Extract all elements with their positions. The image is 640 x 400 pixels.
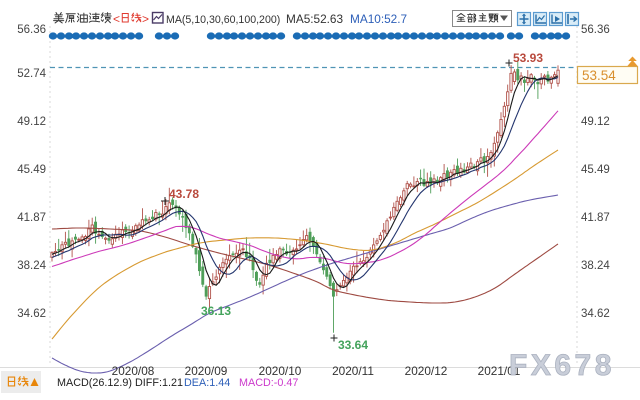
svg-text:MACD:-0.47: MACD:-0.47 [239,377,298,389]
svg-text:2020/09: 2020/09 [185,364,228,378]
svg-text:56.36: 56.36 [581,24,610,36]
svg-text:53.93: 53.93 [513,51,543,65]
svg-text:49.12: 49.12 [17,116,46,128]
svg-text:2020/08: 2020/08 [112,364,155,378]
svg-text:41.87: 41.87 [17,212,46,224]
svg-text:2020/12: 2020/12 [405,364,448,378]
svg-text:38.24: 38.24 [17,260,46,272]
svg-text:DEA:1.44: DEA:1.44 [184,377,230,389]
svg-text:36.13: 36.13 [201,304,231,318]
svg-text:FX678: FX678 [509,349,615,382]
svg-text:45.49: 45.49 [17,164,46,176]
svg-text:MA(5,10,30,60,100,200): MA(5,10,30,60,100,200) [166,14,280,26]
svg-text:MA10:52.7: MA10:52.7 [350,12,407,26]
svg-text:2020/11: 2020/11 [332,364,374,378]
svg-text:41.87: 41.87 [581,212,610,224]
svg-text:33.64: 33.64 [338,338,368,352]
svg-text:34.62: 34.62 [17,308,46,320]
svg-text:38.24: 38.24 [581,260,610,272]
svg-text:>: > [142,12,149,26]
svg-text:34.62: 34.62 [581,308,610,320]
svg-text:MA5:52.63: MA5:52.63 [286,12,343,26]
svg-text:2020/10: 2020/10 [259,364,302,378]
svg-text:MACD(26.12.9) DIFF:1.21: MACD(26.12.9) DIFF:1.21 [57,377,183,389]
svg-text:45.49: 45.49 [581,164,610,176]
svg-text:2021/01: 2021/01 [478,364,521,378]
svg-text:53.54: 53.54 [582,68,616,83]
svg-text:52.74: 52.74 [17,68,46,80]
svg-text:43.78: 43.78 [169,187,199,201]
svg-text:<: < [113,12,120,26]
svg-text:49.12: 49.12 [581,116,610,128]
svg-text:56.36: 56.36 [17,24,46,36]
